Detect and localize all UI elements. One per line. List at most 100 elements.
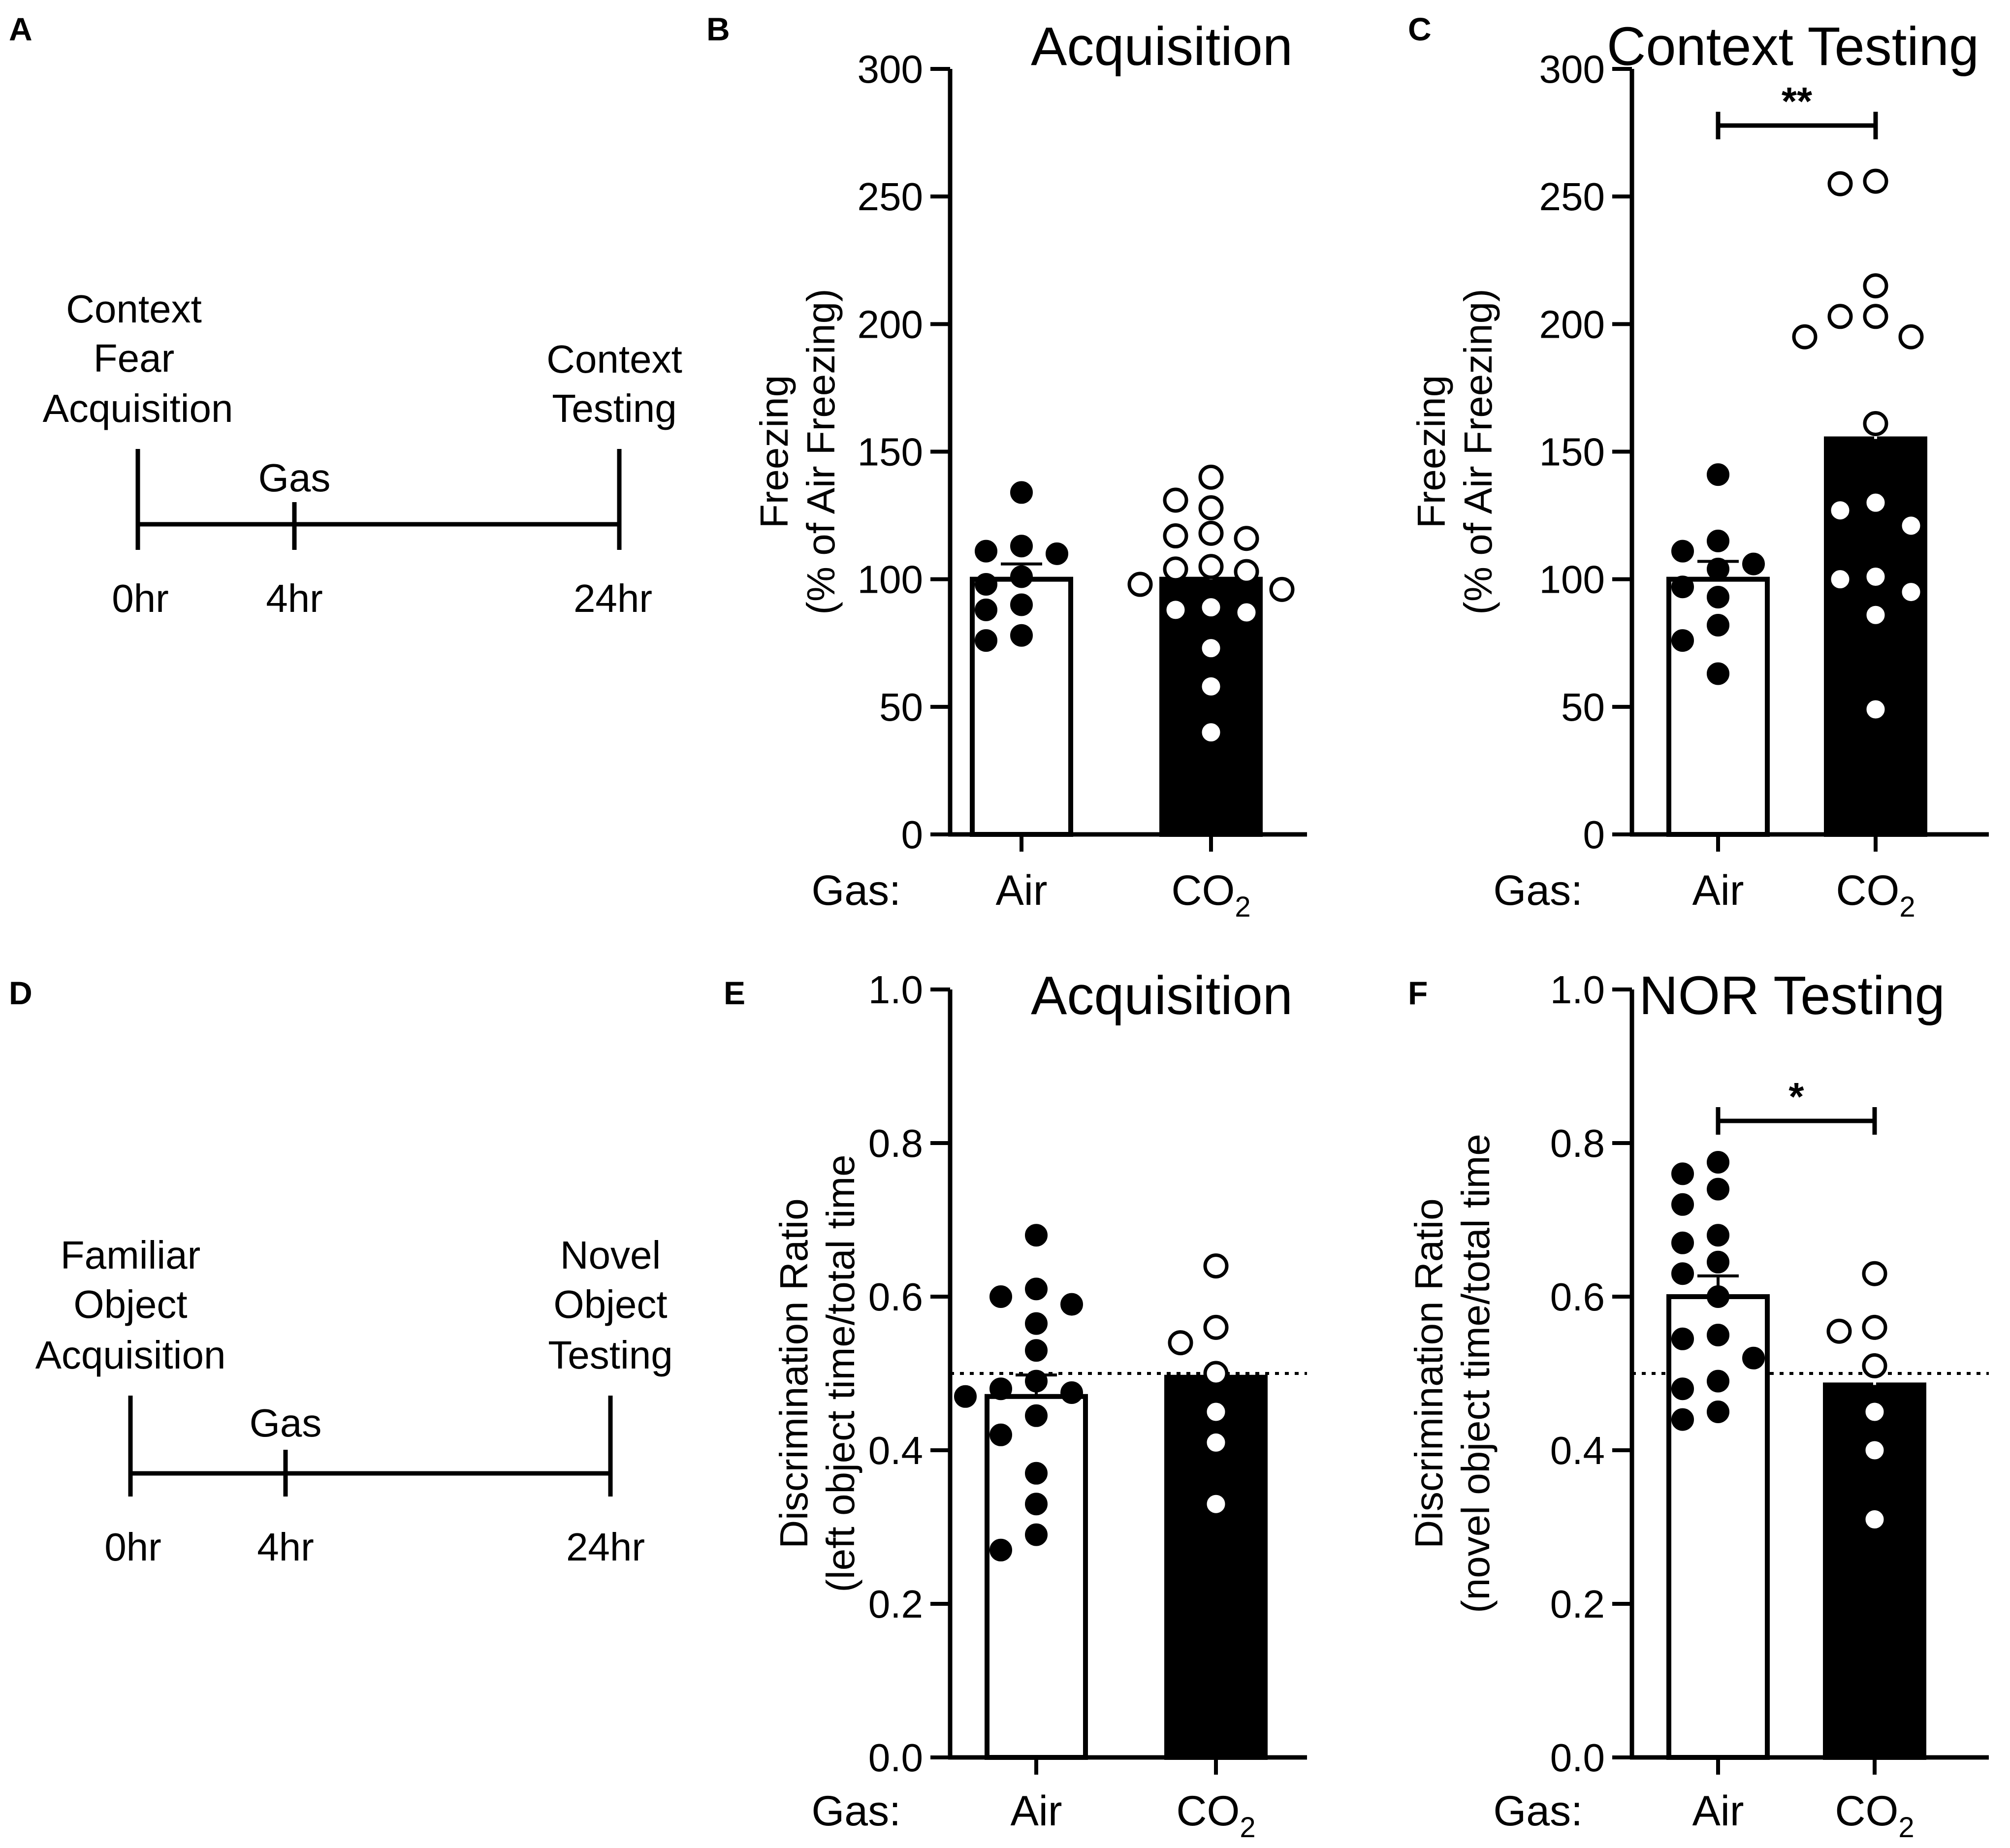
y-axis-label-line-2: (% of Air Freezing) — [1456, 288, 1500, 614]
data-point — [1203, 1253, 1229, 1279]
y-tick-label: 0 — [901, 813, 924, 857]
panel-label-b: B — [706, 11, 730, 47]
y-tick-label: 300 — [1539, 47, 1605, 91]
y-tick-label: 200 — [1539, 302, 1605, 346]
panel-f: F NOR Testing Discrimination Ratio (novel … — [1407, 965, 1989, 1844]
chart-b: Acquisition Freezing (% of Air Freezing) 0 5… — [752, 16, 1307, 923]
timeline-start-event-line-2: Object — [73, 1282, 187, 1326]
y-tick-label: 0.2 — [1550, 1582, 1605, 1626]
data-point — [1671, 575, 1694, 599]
data-point — [1707, 1324, 1729, 1346]
y-tick-label: 0.6 — [1550, 1275, 1605, 1319]
data-point — [1707, 529, 1729, 552]
data-point — [1863, 304, 1888, 329]
timeline-time-0hr: 0hr — [112, 576, 169, 620]
data-point — [1742, 552, 1765, 575]
data-point — [1234, 600, 1259, 625]
data-point — [989, 1377, 1012, 1401]
panel-label-d: D — [9, 975, 32, 1011]
y-tick-label: 1.0 — [868, 968, 923, 1012]
y-tick-label: 0.2 — [868, 1582, 923, 1626]
panel-c: C Context Testing Freezing (% of Air Freez… — [1408, 11, 1989, 923]
data-point — [1025, 1462, 1048, 1485]
y-tick-label: 150 — [1539, 430, 1605, 474]
timeline-end-event-line-3: Testing — [548, 1333, 672, 1377]
data-point — [1010, 624, 1033, 647]
data-point — [1707, 662, 1729, 685]
data-point — [1671, 1231, 1694, 1254]
data-point — [1060, 1293, 1083, 1316]
x-axis-prefix: Gas: — [811, 1787, 901, 1835]
data-point — [1168, 1330, 1193, 1356]
data-point — [1707, 1250, 1729, 1274]
data-point — [1671, 1408, 1694, 1431]
panel-label-e: E — [724, 975, 745, 1011]
data-point — [975, 573, 997, 596]
y-tick-label: 0.8 — [868, 1121, 923, 1165]
data-point — [1203, 1430, 1229, 1455]
timeline-time-4hr: 4hr — [257, 1525, 314, 1569]
data-point — [1707, 1178, 1729, 1201]
data-point — [1862, 1506, 1887, 1532]
data-point — [975, 598, 997, 621]
data-point — [975, 540, 997, 563]
chart-title: NOR Testing — [1639, 965, 1945, 1026]
x-axis-prefix: Gas: — [811, 867, 901, 914]
timeline-end-event-line-2: Object — [553, 1282, 667, 1326]
data-point — [1863, 697, 1888, 722]
data-point — [1671, 1193, 1694, 1216]
y-tick-label: 0.6 — [868, 1275, 923, 1319]
data-point — [1792, 324, 1818, 350]
chart-f: NOR Testing Discrimination Ratio (novel ob… — [1407, 965, 1989, 1844]
x-tick-label: Air — [1010, 1787, 1062, 1835]
data-point — [975, 629, 997, 652]
data-point — [1863, 168, 1888, 194]
data-point — [1060, 1381, 1083, 1404]
data-point — [1127, 572, 1153, 597]
data-point — [1742, 1346, 1765, 1370]
y-axis-label-line-1: Discrimination Ratio — [772, 1198, 816, 1548]
timeline-time-4hr: 4hr — [266, 576, 323, 620]
data-point — [1163, 487, 1188, 513]
data-point — [1671, 1162, 1694, 1185]
data-point — [1671, 1262, 1694, 1285]
y-tick-label: 150 — [858, 430, 923, 474]
x-tick-label: Air — [995, 867, 1047, 914]
panel-d: D Familiar Object Acquisition Novel Obje… — [9, 975, 673, 1569]
data-point — [1671, 629, 1694, 652]
panel-a: A Context Fear Acquisition Context Testi… — [9, 11, 682, 620]
data-point — [1010, 535, 1033, 558]
data-point — [1707, 463, 1729, 486]
data-point — [1707, 1224, 1729, 1247]
data-point — [1163, 556, 1188, 582]
data-point — [1025, 1277, 1048, 1301]
data-point — [1863, 411, 1888, 436]
data-point — [1707, 1401, 1729, 1423]
data-point — [1025, 1339, 1048, 1362]
data-point — [989, 1538, 1012, 1561]
x-tick-label: Air — [1692, 1787, 1744, 1835]
y-tick-label: 0.8 — [1550, 1121, 1605, 1165]
data-point — [1671, 1327, 1694, 1350]
data-point — [1863, 273, 1888, 299]
timeline-end-event-line-1: Novel — [560, 1233, 661, 1277]
data-point — [1863, 602, 1888, 628]
timeline-start-event-line-2: Fear — [94, 336, 175, 380]
data-point — [954, 1385, 977, 1408]
data-point — [1269, 576, 1295, 602]
data-point — [1198, 495, 1224, 521]
data-point — [1203, 1491, 1229, 1517]
y-tick-label: 50 — [1561, 685, 1605, 729]
y-axis-label-line-2: (% of Air Freezing) — [799, 288, 843, 614]
data-point — [1198, 520, 1224, 546]
y-tick-label: 0.0 — [868, 1736, 923, 1780]
data-point — [1707, 1370, 1729, 1393]
data-point — [1198, 595, 1224, 620]
panel-b: B Acquisition Freezing (% of Air Freezing)… — [706, 11, 1307, 923]
chart-title: Acquisition — [1031, 965, 1293, 1026]
y-tick-label: 100 — [858, 558, 923, 602]
data-point — [1010, 593, 1033, 616]
y-tick-label: 0.0 — [1550, 1736, 1605, 1780]
y-tick-label: 200 — [858, 302, 923, 346]
